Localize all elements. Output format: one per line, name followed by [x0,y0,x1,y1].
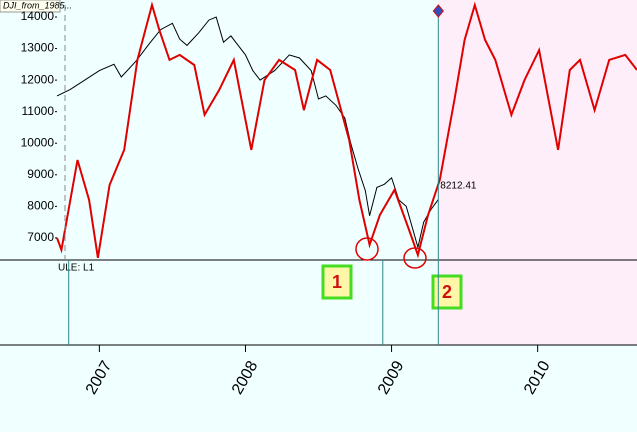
circle-highlight [355,237,379,261]
series-line [56,1,637,259]
annotation: 2 [442,282,452,302]
chart-title: DJI_from_1985... [3,0,72,10]
future-region [438,0,637,345]
y-tick-label: 7000 [27,230,54,244]
panel-label: ULE: L1 [58,263,95,274]
y-tick-label: 14000 [21,9,55,23]
annotation-box [321,264,353,300]
cursor-marker [432,4,444,18]
value-label: 8212.41 [440,180,477,191]
y-tick-label: 10000 [21,135,55,149]
y-tick-label: 11000 [22,104,55,118]
y-tick-label: 13000 [21,41,55,55]
y-tick-label: 8000 [27,199,54,213]
circle-highlight [403,247,427,269]
annotation: 1 [332,272,342,292]
y-tick-label: 12000 [21,72,55,86]
annotation-box [431,274,463,310]
y-tick-label: 9000 [27,167,54,181]
title-box [0,0,61,13]
series-line [56,16,439,248]
